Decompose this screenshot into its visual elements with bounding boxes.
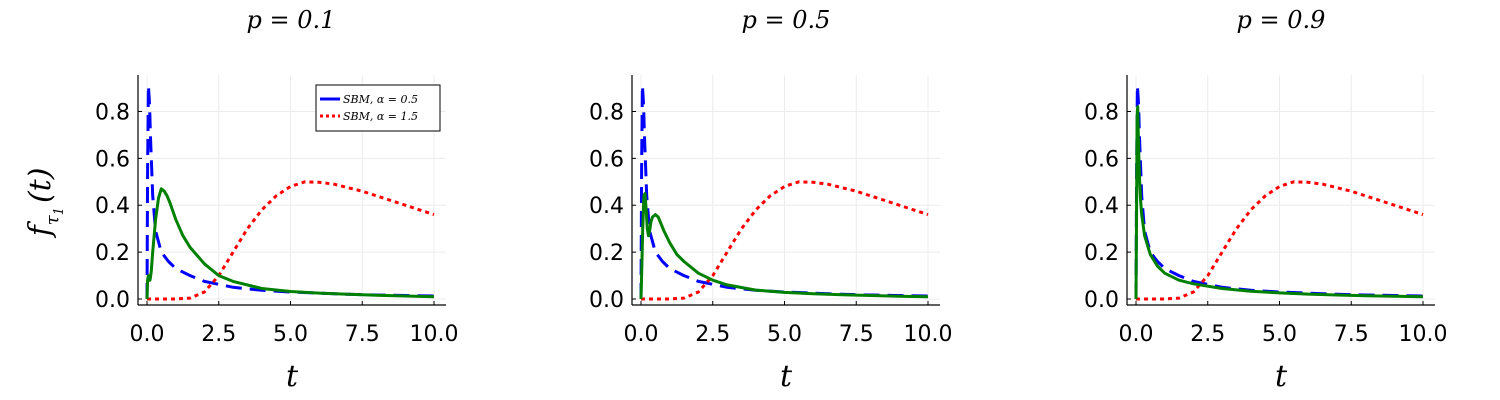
y-tick-label: 0.4 <box>1084 194 1119 219</box>
x-tick-label: 7.5 <box>1334 322 1369 347</box>
y-tick-label: 0.0 <box>1084 288 1119 313</box>
y-tick-label: 0.6 <box>95 147 130 172</box>
x-tick-label: 2.5 <box>695 322 730 347</box>
legend-label-alpha-1.5: SBM, α = 1.5 <box>343 110 418 123</box>
panel-2: p = 0.5 t <box>742 6 831 394</box>
x-tick-label: 7.5 <box>345 322 380 347</box>
series-line-alpha-1.5 <box>1136 180 1424 301</box>
series-line-alpha-1.5 <box>147 180 435 301</box>
series-line-alpha-1.5 <box>641 180 929 301</box>
y-tick-label: 0.8 <box>589 100 624 125</box>
plot-area-3: 0.0 2.5 5.0 7.5 10.0 0.0 0.2 0.4 0.6 0.8 <box>1084 75 1447 347</box>
panel-title: p = 0.9 <box>1237 6 1326 34</box>
y-axis-label-subsub: 1 <box>52 207 67 215</box>
panel-title: p = 0.5 <box>742 6 831 34</box>
x-tick-label: 0.0 <box>1119 322 1154 347</box>
x-tick-label: 5.0 <box>767 322 802 347</box>
x-tick-label: 2.5 <box>1190 322 1225 347</box>
y-axis-label-sub: τ <box>42 214 63 225</box>
x-tick-label: 5.0 <box>273 322 308 347</box>
y-tick-label: 0.8 <box>95 100 130 125</box>
series-line-green <box>639 192 929 300</box>
y-tick-label: 0.4 <box>95 194 130 219</box>
legend-label-alpha-0.5: SBM, α = 0.5 <box>343 93 418 106</box>
y-axis-label-arg: (t) <box>23 168 58 203</box>
x-tick-label: 0.0 <box>624 322 659 347</box>
x-axis-label: t <box>1275 359 1288 394</box>
y-tick-label: 0.0 <box>95 288 130 313</box>
y-tick-label: 0.0 <box>589 288 624 313</box>
y-tick-label: 0.2 <box>1084 241 1119 266</box>
y-tick-label: 0.4 <box>589 194 624 219</box>
y-tick-label: 0.6 <box>589 147 624 172</box>
x-tick-label: 10.0 <box>904 322 953 347</box>
y-axis-label: fτ1(t) <box>23 168 67 239</box>
plot-area-2: 0.0 2.5 5.0 7.5 10.0 0.0 0.2 0.4 0.6 0.8 <box>589 75 952 347</box>
svg-text:fτ1(t): fτ1(t) <box>23 168 67 239</box>
x-axis-label: t <box>780 359 793 394</box>
legend-box <box>315 84 441 132</box>
plot-area-1: 0.0 2.5 5.0 7.5 10.0 0.0 0.2 0.4 0.6 0.8 <box>95 75 458 347</box>
legend: SBM, α = 0.5 SBM, α = 1.5 <box>315 84 441 132</box>
y-tick-label: 0.2 <box>589 241 624 266</box>
y-tick-label: 0.8 <box>1084 100 1119 125</box>
x-tick-label: 2.5 <box>201 322 236 347</box>
x-tick-label: 5.0 <box>1262 322 1297 347</box>
x-tick-label: 0.0 <box>130 322 165 347</box>
x-tick-label: 10.0 <box>1399 322 1448 347</box>
panel-title: p = 0.1 <box>247 6 336 34</box>
y-tick-label: 0.6 <box>1084 147 1119 172</box>
panel-3: p = 0.9 t <box>1237 6 1326 394</box>
y-tick-label: 0.2 <box>95 241 130 266</box>
x-axis-label: t <box>286 359 299 394</box>
x-tick-label: 10.0 <box>410 322 459 347</box>
series-line-green <box>145 187 435 300</box>
series-line-green <box>1134 105 1424 300</box>
x-tick-label: 7.5 <box>839 322 874 347</box>
